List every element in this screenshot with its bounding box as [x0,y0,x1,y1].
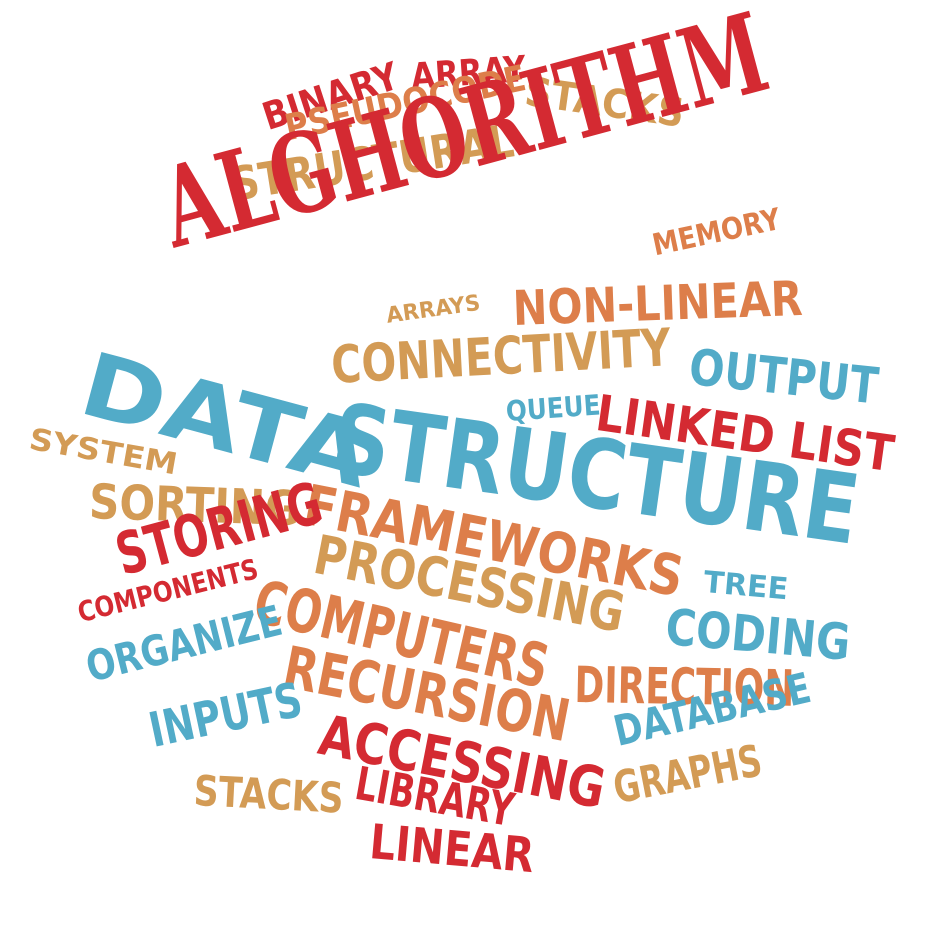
word-inputs: INPUTS [144,671,308,759]
word-arrays: ARRAYS [384,290,482,329]
word-stacks-bottom: STACKS [192,766,345,823]
word-memory: MEMORY [649,202,784,264]
word-tree: TREE [702,565,790,608]
word-linear: LINEAR [367,814,537,885]
word-connectivity: CONNECTIVITY [329,318,673,396]
